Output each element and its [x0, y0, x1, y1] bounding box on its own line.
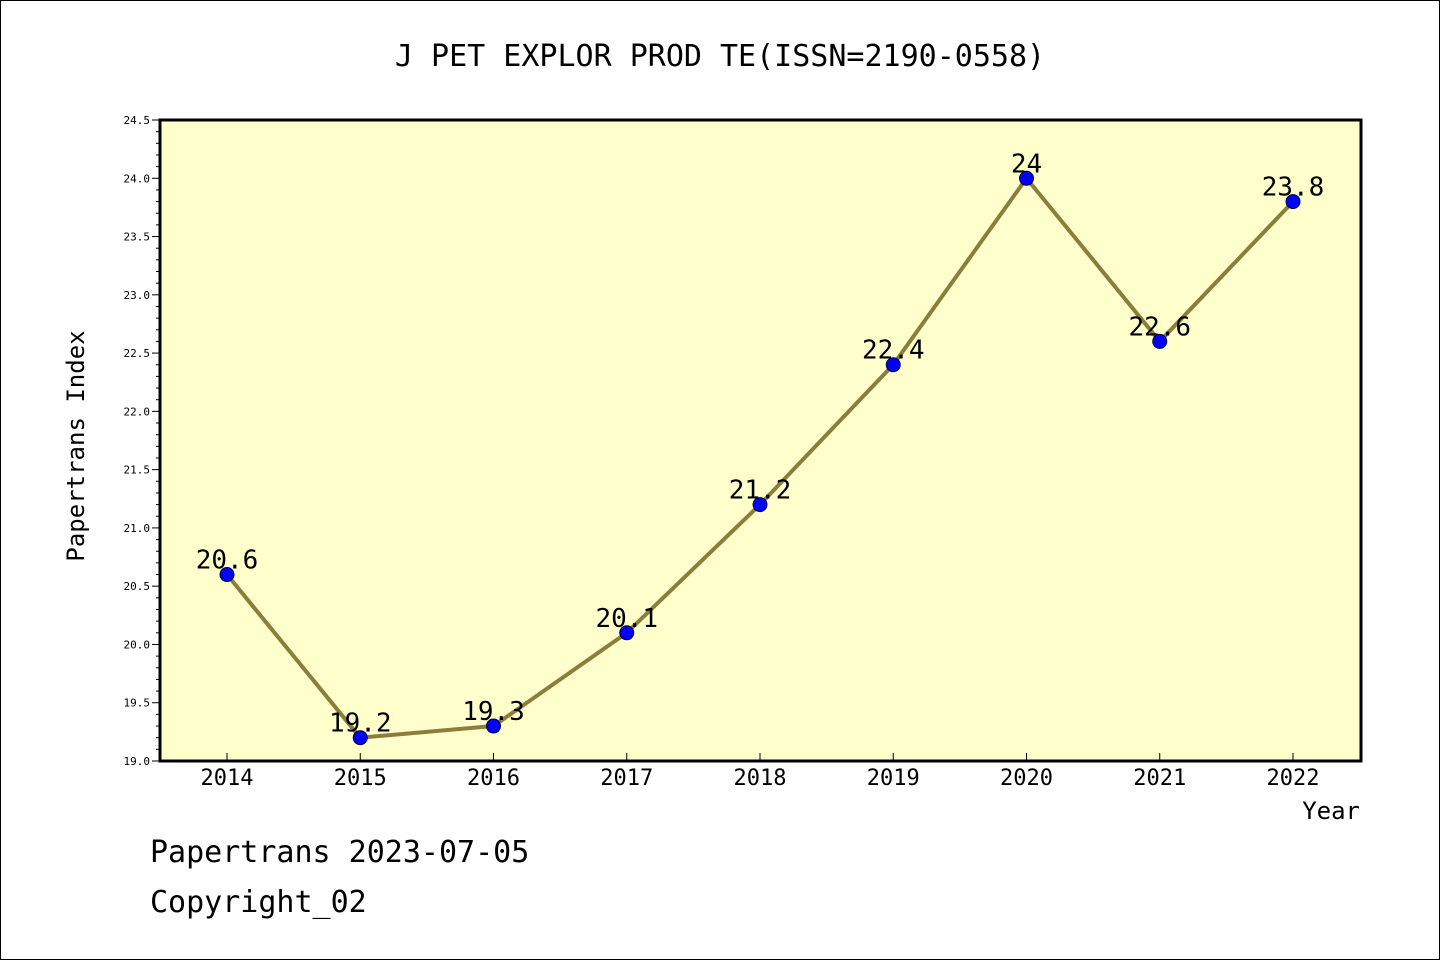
data-point — [1019, 170, 1034, 186]
x-tick-label: 2014 — [201, 766, 254, 791]
footer-copyright: Copyright_02 — [150, 885, 367, 920]
x-tick-label: 2020 — [1000, 766, 1053, 791]
data-point — [885, 357, 901, 373]
y-tick-label: 22.0 — [124, 405, 151, 418]
y-tick-label: 22.5 — [124, 347, 151, 360]
plot-area — [158, 118, 1363, 763]
footer-date: Papertrans 2023-07-05 — [150, 835, 530, 870]
data-point — [352, 730, 368, 746]
y-tick-label: 23.0 — [124, 289, 151, 302]
x-tick-label: 2015 — [334, 766, 387, 791]
x-axis: 2014 2015 2016 2017 2018 2019 2020 2021 2022 — [201, 753, 1320, 791]
y-tick-label: 24.5 — [124, 114, 151, 127]
y-axis-label: Papertrans Index — [62, 330, 90, 561]
chart-title: J PET EXPLOR PROD TE(ISSN=2190-0558) — [395, 39, 1045, 74]
data-point — [752, 497, 768, 513]
data-point — [486, 718, 501, 734]
y-tick-label: 19.5 — [124, 697, 151, 710]
x-tick-label: 2019 — [867, 766, 920, 791]
x-tick-label: 2022 — [1267, 766, 1320, 791]
y-tick-label: 21.0 — [124, 522, 151, 535]
y-tick-label: 23.5 — [124, 231, 151, 244]
data-point — [1285, 194, 1301, 210]
y-tick-label: 19.0 — [124, 755, 151, 768]
data-point — [619, 625, 635, 641]
x-tick-label: 2017 — [600, 766, 653, 791]
x-axis-label: Year — [1302, 797, 1360, 825]
y-tick-label: 20.0 — [124, 638, 151, 651]
data-point — [1152, 333, 1168, 349]
data-point — [219, 567, 235, 583]
x-tick-label: 2021 — [1133, 766, 1186, 791]
x-tick-label: 2016 — [467, 766, 520, 791]
y-tick-label: 21.5 — [124, 464, 151, 477]
x-tick-label: 2018 — [734, 766, 787, 791]
y-tick-label: 20.5 — [124, 580, 151, 593]
y-axis: 19.0 19.5 20.0 20.5 21.0 21.5 22.0 22.5 23.0 23.5… — [124, 114, 160, 768]
y-tick-label: 24.0 — [124, 172, 151, 185]
